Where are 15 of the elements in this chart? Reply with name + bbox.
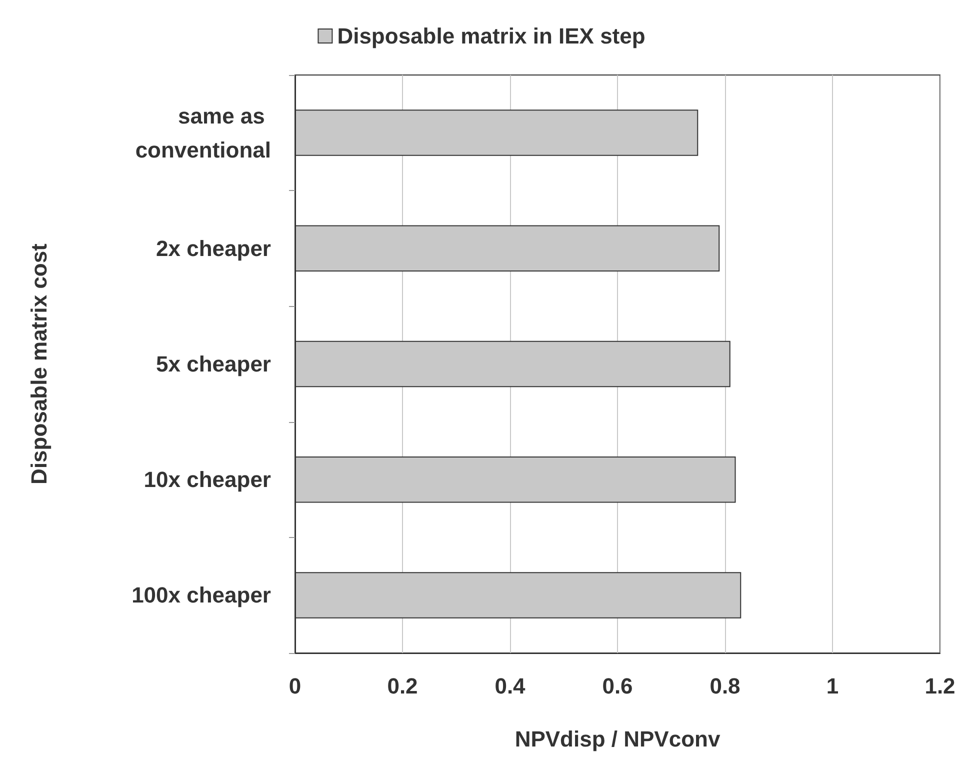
y-tick-label: same as conventional <box>135 103 271 162</box>
y-tick-label: 5x cheaper <box>156 352 272 376</box>
x-tick-label: 0 <box>288 674 302 698</box>
x-axis-title: NPVdisp / NPVconv <box>514 726 721 752</box>
x-tick-label: 0.4 <box>494 674 526 698</box>
y-axis-title: Disposable matrix cost <box>26 242 52 484</box>
x-tick-label: 1 <box>826 674 839 698</box>
x-tick-label: 1.2 <box>924 674 956 698</box>
x-tick-label: 0.6 <box>602 674 633 698</box>
x-tick-label: 0.8 <box>710 674 740 698</box>
y-tick-label: 100x cheaper <box>132 582 272 608</box>
x-tick-label: 0.2 <box>387 674 418 698</box>
y-tick-label: 10x cheaper <box>144 467 272 492</box>
y-tick-label: 2x cheaper <box>156 236 272 261</box>
legend-label: Disposable matrix in IEX step <box>337 24 646 48</box>
